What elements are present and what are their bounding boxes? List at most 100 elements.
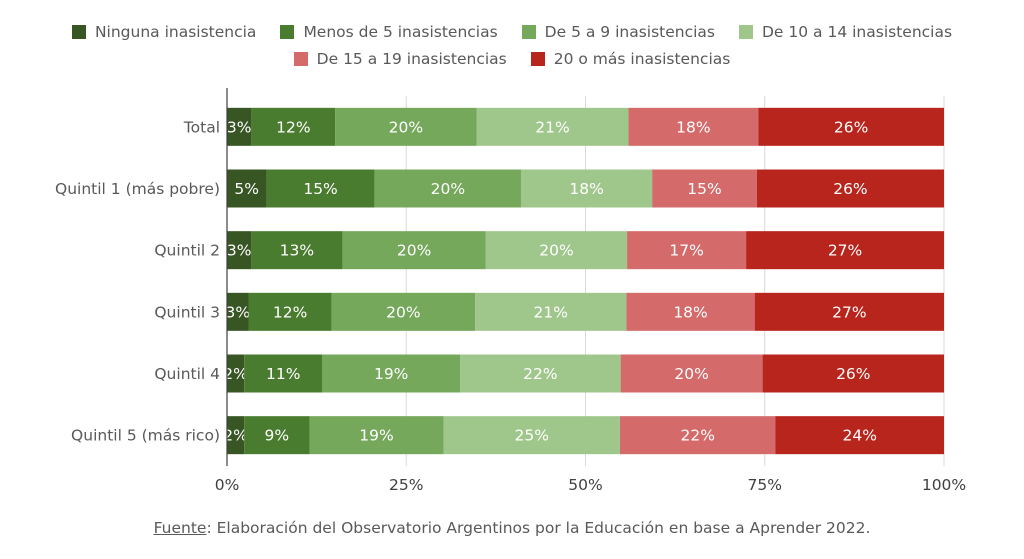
legend-label: 20 o más inasistencias xyxy=(553,49,731,68)
legend-item: 20 o más inasistencias xyxy=(530,49,731,68)
bar-segment xyxy=(331,292,476,331)
x-tick-label: 100% xyxy=(922,476,966,494)
data-label: 18% xyxy=(673,303,707,321)
bar-segment xyxy=(520,169,653,208)
legend-row: Ninguna inasistencia Menos de 5 inasisten… xyxy=(0,18,1024,45)
legend-swatch xyxy=(530,51,545,66)
bar-segment xyxy=(342,231,486,270)
legend-label: De 15 a 19 inasistencias xyxy=(316,49,507,68)
data-label: 26% xyxy=(836,365,870,383)
data-label: 2% xyxy=(223,427,248,445)
bar-segment xyxy=(227,354,245,393)
bar-segment xyxy=(476,107,629,146)
bar-segment xyxy=(266,169,375,208)
data-label: 20% xyxy=(431,180,465,198)
data-label: 13% xyxy=(280,242,314,260)
data-label: 17% xyxy=(669,242,703,260)
bar-segment xyxy=(619,416,776,455)
data-label: 19% xyxy=(374,365,408,383)
chart-legend: Ninguna inasistencia Menos de 5 inasisten… xyxy=(0,18,1024,72)
data-label: 21% xyxy=(535,118,569,136)
source-label: Fuente xyxy=(153,519,207,537)
bar-segment xyxy=(758,107,944,146)
legend-label: De 10 a 14 inasistencias xyxy=(762,22,953,41)
bar-segment xyxy=(626,292,755,331)
x-tick-label: 25% xyxy=(389,476,423,494)
x-tick-label: 50% xyxy=(568,476,602,494)
category-label: Quintil 1 (más pobre) xyxy=(55,180,220,198)
data-label: 3% xyxy=(227,242,252,260)
data-label: 20% xyxy=(539,242,573,260)
data-label: 18% xyxy=(569,180,603,198)
data-label: 20% xyxy=(389,118,423,136)
bar-segment xyxy=(244,416,310,455)
data-label: 15% xyxy=(303,180,337,198)
bar-segment xyxy=(322,354,461,393)
source-text: : Elaboración del Observatorio Argentino… xyxy=(206,519,871,537)
data-label: 21% xyxy=(533,303,567,321)
category-label: Total xyxy=(183,118,220,136)
bar-segment xyxy=(628,107,759,146)
data-label: 3% xyxy=(227,118,252,136)
bar-segment xyxy=(756,169,944,208)
bar-segment xyxy=(227,292,249,331)
data-label: 9% xyxy=(265,427,290,445)
bar-segment xyxy=(475,292,627,331)
bar-segment xyxy=(485,231,628,270)
bar-segment xyxy=(775,416,944,455)
bar-segment xyxy=(309,416,444,455)
legend-row: De 15 a 19 inasistencias 20 o más inasist… xyxy=(0,45,1024,72)
data-label: 27% xyxy=(832,303,866,321)
legend-item: De 15 a 19 inasistencias xyxy=(293,49,507,68)
data-label: 20% xyxy=(397,242,431,260)
bar-segment xyxy=(374,169,521,208)
category-label: Quintil 2 xyxy=(154,242,220,260)
data-label: 19% xyxy=(359,427,393,445)
data-label: 24% xyxy=(843,427,877,445)
data-label: 26% xyxy=(834,118,868,136)
data-label: 2% xyxy=(223,365,248,383)
legend-label: Ninguna inasistencia xyxy=(94,22,257,41)
bar-segment xyxy=(627,231,747,270)
legend-swatch xyxy=(280,24,295,39)
bar-segment xyxy=(746,231,944,270)
bar-segment xyxy=(227,416,245,455)
bar-segment xyxy=(652,169,757,208)
legend-item: De 10 a 14 inasistencias xyxy=(739,23,952,41)
legend-swatch xyxy=(521,24,536,39)
legend-label: De 5 a 9 inasistencias xyxy=(544,22,715,41)
data-label: 15% xyxy=(687,180,721,198)
data-label: 12% xyxy=(276,118,310,136)
legend-item: Ninguna inasistencia xyxy=(71,22,257,41)
data-label: 11% xyxy=(266,365,300,383)
data-label: 20% xyxy=(674,365,708,383)
bar-segment xyxy=(244,354,323,393)
source-note: Fuente: Elaboración del Observatorio Arg… xyxy=(0,519,1024,537)
bar-segment xyxy=(248,292,332,331)
data-label: 22% xyxy=(523,365,557,383)
bar-segment xyxy=(227,231,252,270)
data-label: 3% xyxy=(225,303,250,321)
bar-segment xyxy=(762,354,944,393)
legend-swatch xyxy=(739,24,753,39)
data-label: 27% xyxy=(828,242,862,260)
x-tick-label: 75% xyxy=(748,476,782,494)
bar-segment xyxy=(460,354,621,393)
bar-segment xyxy=(620,354,763,393)
data-label: 18% xyxy=(676,118,710,136)
legend-swatch xyxy=(293,51,308,66)
category-label: Quintil 4 xyxy=(154,365,220,383)
bar-segment xyxy=(251,107,336,146)
data-label: 12% xyxy=(273,303,307,321)
legend-label: Menos de 5 inasistencias xyxy=(303,22,498,41)
legend-swatch xyxy=(71,24,86,39)
bar-segment xyxy=(227,107,252,146)
bar-segment xyxy=(754,292,944,331)
bar-segment xyxy=(335,107,477,146)
data-label: 5% xyxy=(234,180,259,198)
category-label: Quintil 3 xyxy=(154,303,220,321)
category-label: Quintil 5 (más rico) xyxy=(71,427,220,445)
data-label: 25% xyxy=(514,427,548,445)
legend-item: De 5 a 9 inasistencias xyxy=(521,22,715,41)
